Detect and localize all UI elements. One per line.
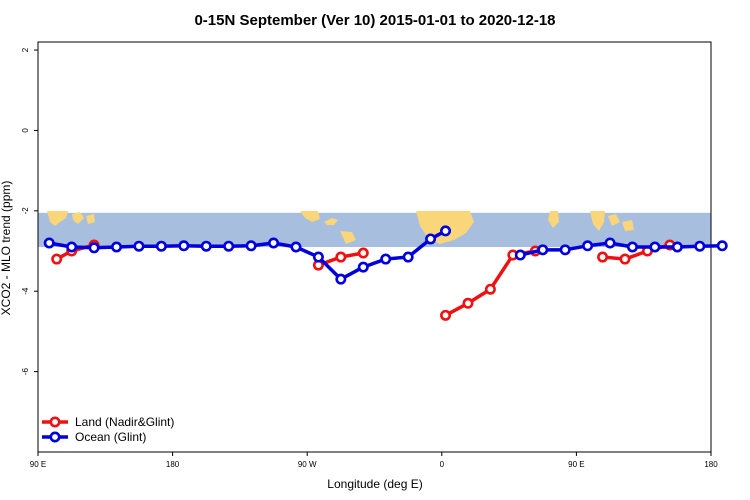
series-1-point-0-1 bbox=[66, 241, 78, 253]
series-0-point-2-0 bbox=[440, 309, 452, 321]
y-tick-label-1: 0 bbox=[21, 128, 30, 133]
series-1-point-1-5 bbox=[626, 241, 638, 253]
series-1-point-1-7 bbox=[671, 241, 683, 253]
series-1-point-1-6 bbox=[649, 241, 661, 253]
chart-title: 0-15N September (Ver 10) 2015-01-01 to 2… bbox=[194, 12, 555, 29]
x-tick-label-4: 90 E bbox=[568, 460, 584, 469]
series-0-point-2-2 bbox=[484, 283, 496, 295]
series-0-point-3-0 bbox=[597, 251, 609, 263]
series-1-point-0-7 bbox=[200, 240, 212, 252]
map-land-2 bbox=[86, 214, 95, 224]
y-axis: 2 0 -2 -4 -6 bbox=[21, 47, 38, 375]
y-tick-label-0: 2 bbox=[21, 47, 30, 52]
y-tick-label-2: -2 bbox=[21, 207, 30, 215]
map-land-10 bbox=[622, 220, 634, 231]
series-0-line-2 bbox=[444, 249, 536, 317]
legend-entry-ocean: Ocean (Glint) bbox=[42, 430, 146, 444]
series-1-point-0-4 bbox=[133, 240, 145, 252]
series-1-point-1-1 bbox=[537, 244, 549, 256]
map-land-9 bbox=[608, 214, 620, 226]
series-1-point-1-2 bbox=[559, 244, 571, 256]
map-land-5 bbox=[340, 231, 356, 244]
series-1-point-0-15 bbox=[380, 253, 392, 265]
legend-label-land: Land (Nadir&Glint) bbox=[75, 415, 174, 429]
series-layer bbox=[43, 225, 728, 321]
series-1-point-0-3 bbox=[111, 241, 123, 253]
series-0-point-1-2 bbox=[357, 247, 369, 259]
x-tick-label-2: 90 W bbox=[298, 460, 317, 469]
series-0-point-0-0 bbox=[51, 253, 63, 265]
legend: Land (Nadir&Glint) Ocean (Glint) bbox=[42, 415, 174, 444]
map-land-0 bbox=[47, 211, 68, 226]
series-1-point-0-6 bbox=[178, 240, 190, 252]
series-1-point-0-5 bbox=[155, 240, 167, 252]
series-1-point-0-16 bbox=[402, 251, 414, 263]
x-tick-label-1: 180 bbox=[166, 460, 180, 469]
series-1-point-0-8 bbox=[223, 240, 235, 252]
series-1-point-1-0 bbox=[514, 249, 526, 261]
series-1-point-0-11 bbox=[290, 241, 302, 253]
series-1-point-0-18 bbox=[440, 225, 452, 237]
series-1-point-0-14 bbox=[357, 261, 369, 273]
series-1-point-0-13 bbox=[335, 273, 347, 285]
series-1-point-0-0 bbox=[43, 237, 55, 249]
x-axis-label: Longitude (deg E) bbox=[327, 477, 422, 491]
x-tick-label-0: 90 E bbox=[30, 460, 46, 469]
series-1-point-1-8 bbox=[694, 240, 706, 252]
map-land-7 bbox=[548, 211, 559, 228]
map-land-4 bbox=[324, 218, 338, 225]
series-0-point-1-1 bbox=[335, 251, 347, 263]
series-1-point-0-12 bbox=[312, 251, 324, 263]
series-1-point-0-2 bbox=[88, 242, 100, 254]
map-land-1 bbox=[72, 212, 84, 224]
series-0-point-3-1 bbox=[619, 253, 631, 265]
series-1-point-0-9 bbox=[245, 240, 257, 252]
x-axis: 90 E 180 90 W 0 90 E 180 bbox=[30, 452, 718, 469]
series-1-point-0-17 bbox=[425, 233, 437, 245]
map-land-3 bbox=[300, 211, 320, 222]
series-1-point-1-9 bbox=[716, 240, 728, 252]
y-tick-label-4: -6 bbox=[21, 368, 30, 376]
series-0 bbox=[51, 239, 676, 321]
series-1 bbox=[43, 225, 728, 285]
series-1-point-1-3 bbox=[582, 240, 594, 252]
series-0-point-2-1 bbox=[462, 297, 474, 309]
legend-label-ocean: Ocean (Glint) bbox=[75, 430, 146, 444]
y-axis-label: XCO2 - MLO trend (ppm) bbox=[0, 181, 13, 316]
legend-entry-land: Land (Nadir&Glint) bbox=[42, 415, 174, 429]
y-tick-label-3: -4 bbox=[21, 287, 30, 295]
series-1-point-0-10 bbox=[268, 237, 280, 249]
x-tick-label-5: 180 bbox=[704, 460, 718, 469]
series-1-line-1 bbox=[519, 241, 723, 257]
map-land-8 bbox=[590, 211, 605, 231]
series-1-point-1-4 bbox=[604, 237, 616, 249]
x-tick-label-3: 0 bbox=[440, 460, 445, 469]
